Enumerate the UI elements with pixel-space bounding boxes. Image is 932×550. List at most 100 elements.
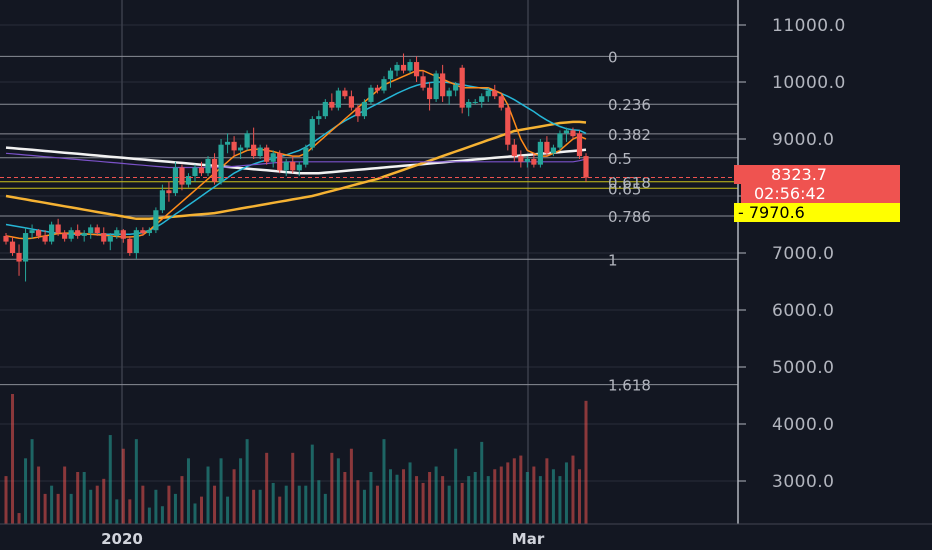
countdown-tag: 02:56:42: [754, 184, 826, 203]
level-price-tag-bg: [734, 203, 900, 222]
volume-bar: [147, 507, 151, 524]
volume-bar: [486, 476, 490, 524]
candle-body: [179, 167, 185, 185]
time-axis[interactable]: 2020 Mar: [101, 530, 545, 548]
volume-bar: [265, 452, 269, 524]
volume-bar: [343, 472, 347, 524]
volume-bar: [382, 439, 386, 524]
volume-bar: [245, 439, 249, 524]
candle-body: [231, 141, 237, 151]
volume-bar: [480, 441, 484, 524]
candle-body: [81, 233, 87, 236]
candle-body: [224, 141, 231, 145]
fib-level-label: 0.618: [608, 174, 651, 192]
fib-level-label: 0.65: [608, 180, 641, 198]
volume-bar: [551, 469, 555, 524]
volume-bar: [30, 439, 34, 524]
volume-bar: [564, 462, 568, 524]
volume-bar: [186, 458, 190, 524]
volume-bar: [121, 448, 125, 524]
candle-body: [420, 76, 426, 88]
fib-level-label: 0.382: [608, 126, 651, 144]
candle-body: [583, 156, 589, 178]
volume-bar: [128, 499, 132, 524]
volume-bar: [180, 476, 184, 524]
volume-bar: [467, 476, 471, 524]
volume-bar: [545, 458, 549, 524]
candle-body: [342, 90, 348, 97]
candle-body: [140, 230, 146, 234]
candle-body: [303, 147, 309, 165]
candle-body: [238, 147, 244, 151]
candle-body: [133, 230, 139, 253]
volume-bar: [219, 458, 223, 524]
candle-body: [166, 190, 172, 194]
fib-level-label: 0.786: [608, 208, 651, 226]
volume-bar: [493, 469, 497, 524]
candle-body: [387, 70, 394, 80]
volume-bar: [421, 482, 425, 524]
candle-body: [107, 235, 113, 242]
volume-bar: [82, 472, 86, 524]
candle-body: [277, 153, 283, 171]
candle-body: [42, 235, 48, 242]
candle-body: [498, 96, 504, 108]
candle-body: [479, 96, 485, 102]
candle-body: [244, 133, 250, 148]
volume-bar: [525, 472, 529, 524]
volume-bar: [89, 489, 93, 524]
candle-body: [453, 84, 459, 91]
candle-body: [440, 73, 446, 97]
candle-body: [524, 158, 530, 162]
volume-bar: [362, 489, 366, 524]
volume-bar: [239, 458, 243, 524]
candle-body: [22, 233, 29, 262]
volume-bar: [43, 493, 47, 524]
candle-body: [16, 253, 22, 262]
volume-bar: [271, 482, 275, 524]
volume-bar: [460, 482, 464, 524]
last-price-tag: 8323.7: [771, 165, 827, 184]
candle-body: [101, 233, 107, 242]
candle-body: [426, 87, 433, 100]
volume-bar: [258, 489, 262, 524]
volume-bar: [447, 485, 451, 524]
volume-bar: [37, 466, 41, 524]
volume-bar: [154, 489, 158, 524]
candle-body: [374, 87, 381, 91]
candle-body: [394, 64, 400, 71]
price-axis-label: 9000.0: [772, 130, 834, 150]
volume-bar: [173, 493, 177, 524]
candle-body: [296, 164, 302, 171]
candle-body: [205, 158, 211, 174]
volume-bar: [141, 485, 145, 524]
candle-body: [400, 64, 407, 71]
volume-bar: [284, 485, 288, 524]
moving-average-line: [5, 120, 587, 221]
fib-level-label: 0.5: [608, 150, 632, 168]
volume-bar: [512, 458, 516, 524]
candle-body: [120, 230, 126, 239]
price-axis-label: 5000.0: [772, 358, 834, 378]
time-axis-label: 2020: [101, 530, 143, 548]
candle-body: [211, 158, 218, 182]
candle-body: [557, 133, 563, 148]
candle-body: [505, 107, 511, 145]
candle-body: [146, 230, 152, 234]
candle-body: [511, 144, 517, 157]
volume-bar: [206, 466, 210, 524]
volume-bar: [323, 493, 327, 524]
fib-level-label: 1: [608, 251, 618, 269]
candle-body: [88, 227, 94, 234]
volume-bar: [415, 476, 419, 524]
countdown-tag-bg: [741, 184, 900, 203]
level-price-tag: - 7970.6: [738, 203, 805, 222]
volume-bar: [297, 485, 301, 524]
candle-body: [531, 158, 537, 165]
candle-body: [264, 147, 270, 162]
candle-body: [257, 147, 263, 157]
price-axis[interactable]: 11000.010000.09000.08000.07000.06000.050…: [738, 16, 846, 492]
candle-body: [3, 235, 9, 242]
